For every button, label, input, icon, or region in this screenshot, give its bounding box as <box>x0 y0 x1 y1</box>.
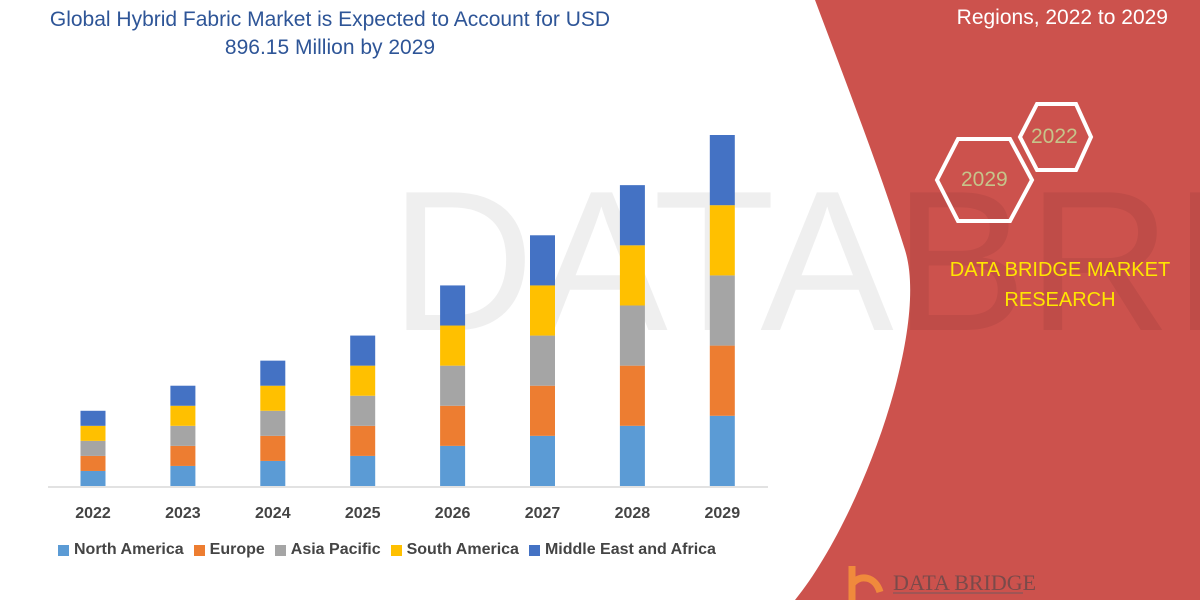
x-tick-label: 2026 <box>435 505 471 522</box>
legend-swatch <box>274 544 286 556</box>
bar-2024-north-america <box>260 460 286 486</box>
bar-2023-asia-pacific <box>170 425 196 446</box>
bar-2028-middle-east-and-africa <box>619 185 645 246</box>
legend-label: South America <box>406 541 519 558</box>
x-tick-label: 2029 <box>705 505 741 522</box>
logo-text: DATA BRIDGE <box>893 570 1037 595</box>
bar-2028-south-america <box>619 245 645 306</box>
legend-label: North America <box>74 541 184 558</box>
logo-icon <box>848 566 884 600</box>
legend-swatch <box>390 544 402 556</box>
bar-2024-asia-pacific <box>260 410 286 436</box>
bar-2026-europe <box>440 405 466 446</box>
x-tick-labels: 2022 2023 2024 2025 2026 2027 2028 2029 <box>75 505 740 522</box>
chart-title: Global Hybrid Fabric Market is Expected … <box>40 6 620 62</box>
title-line-2: 896.15 Million by 2029 <box>224 36 436 59</box>
hex-2029-icon <box>934 137 1035 223</box>
bar-2022-europe <box>80 455 106 471</box>
legend-swatch <box>528 544 540 556</box>
bar-2023-north-america <box>170 465 196 486</box>
bar-2025-north-america <box>350 455 376 486</box>
x-tick-label: 2028 <box>615 505 651 522</box>
red-panel <box>795 0 1200 600</box>
legend-item: Middle East and Africa <box>528 541 716 559</box>
bar-2026-north-america <box>440 445 466 486</box>
hex-label-start: 2022 <box>1031 125 1078 148</box>
x-tick-label: 2023 <box>165 505 201 522</box>
bar-2027-north-america <box>530 435 555 486</box>
bar-2026-asia-pacific <box>440 365 466 406</box>
legend-label: Asia Pacific <box>290 541 381 558</box>
brand-text: DATA BRIDGE MARKET RESEARCH <box>920 255 1200 315</box>
bar-2027-middle-east-and-africa <box>530 235 555 286</box>
bar-2025-middle-east-and-africa <box>350 335 376 366</box>
bar-2023-middle-east-and-africa <box>170 385 196 406</box>
legend-item: South America <box>390 541 519 559</box>
bar-2025-south-america <box>350 365 376 396</box>
bars <box>80 135 735 486</box>
bar-2029-south-america <box>709 205 735 276</box>
bar-2029-middle-east-and-africa <box>709 135 735 206</box>
right-title: Regions, 2022 to 2029 <box>956 6 1168 29</box>
legend: North America Europe Asia Pacific South Ame… <box>58 541 716 559</box>
x-tick-label: 2022 <box>75 505 111 522</box>
bar-2027-europe <box>530 385 555 436</box>
legend-label: Middle East and Africa <box>544 541 716 558</box>
x-tick-label: 2025 <box>345 505 381 522</box>
bar-2025-europe <box>350 425 376 456</box>
bar-2029-north-america <box>709 415 735 486</box>
bar-2029-europe <box>709 345 735 416</box>
legend-item: Europe <box>193 541 265 559</box>
bar-2022-south-america <box>80 425 106 441</box>
legend-swatch <box>193 544 205 556</box>
bar-2027-south-america <box>530 285 555 336</box>
bar-2026-south-america <box>440 325 466 366</box>
hex-2022-icon <box>1017 102 1094 172</box>
title-line-1: Global Hybrid Fabric Market is Expected … <box>49 8 611 31</box>
bar-2022-middle-east-and-africa <box>80 410 106 426</box>
bar-2028-north-america <box>619 425 645 486</box>
bar-2026-middle-east-and-africa <box>440 285 466 326</box>
bar-2024-south-america <box>260 385 286 411</box>
legend-item: North America <box>58 541 184 559</box>
brand-line-1: DATA BRIDGE MARKET <box>949 259 1171 281</box>
legend-label: Europe <box>209 541 265 558</box>
bar-2028-asia-pacific <box>619 305 645 366</box>
bar-2024-europe <box>260 435 286 461</box>
bar-2027-asia-pacific <box>530 335 555 386</box>
legend-item: Asia Pacific <box>274 541 381 559</box>
bar-2029-asia-pacific <box>709 275 735 346</box>
bar-2024-middle-east-and-africa <box>260 360 286 386</box>
x-tick-label: 2024 <box>255 505 291 522</box>
bar-2022-north-america <box>80 470 106 486</box>
bar-2022-asia-pacific <box>80 440 106 456</box>
bar-2023-south-america <box>170 405 196 426</box>
hex-label-end: 2029 <box>961 168 1008 191</box>
bar-2028-europe <box>619 365 645 426</box>
bar-2023-europe <box>170 445 196 466</box>
bar-2025-asia-pacific <box>350 395 376 426</box>
brand-line-2: RESEARCH <box>1004 289 1116 311</box>
legend-swatch <box>58 544 69 556</box>
x-tick-label: 2027 <box>525 505 561 522</box>
